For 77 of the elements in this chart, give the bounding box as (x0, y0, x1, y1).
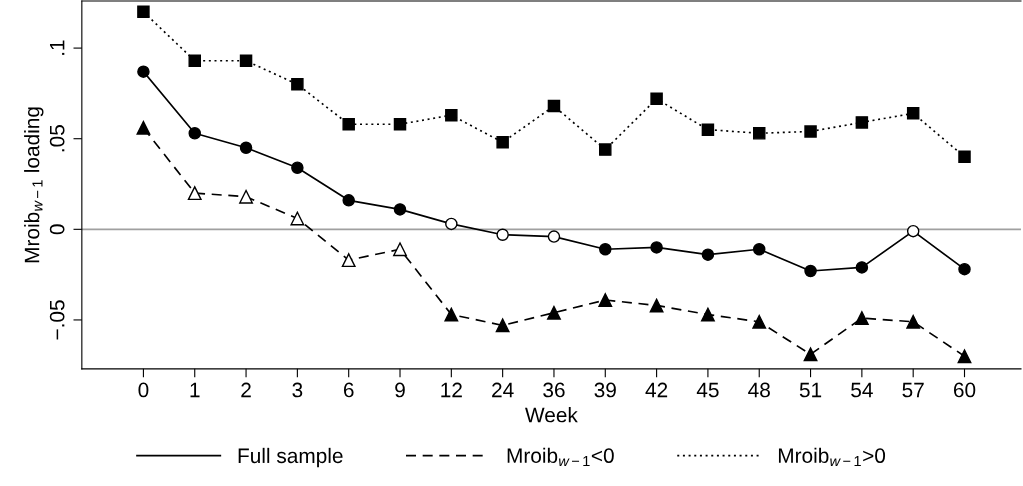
point (290, 211, 305, 226)
point (906, 314, 921, 329)
point (650, 92, 663, 106)
point (393, 242, 407, 257)
point (598, 293, 613, 307)
point (957, 349, 972, 364)
x-tick-label: 57 (902, 382, 924, 398)
x-tick-label: 1 (190, 382, 200, 398)
point (599, 243, 612, 256)
point (906, 224, 920, 238)
point (958, 150, 971, 164)
point (393, 117, 407, 131)
point (239, 54, 253, 68)
point (752, 127, 766, 140)
point (855, 261, 869, 274)
point (752, 314, 767, 329)
point (547, 305, 561, 320)
point (495, 318, 510, 333)
point (701, 123, 715, 136)
point (188, 127, 201, 140)
point (239, 189, 254, 204)
x-axis-title: Week (525, 407, 578, 423)
point (804, 264, 817, 278)
y-axis-title: Mroib$_{w−1}$ loading (24, 107, 44, 263)
point (599, 143, 612, 156)
point (342, 117, 355, 131)
point (958, 262, 971, 276)
legend-label: Mroib$_{w−1}$<0 (507, 447, 614, 467)
point (187, 186, 202, 201)
y-tick-label: .05 (49, 125, 65, 152)
point (547, 230, 561, 243)
point (137, 65, 150, 78)
x-tick-label: 54 (851, 382, 873, 398)
legend-label: Full sample (238, 447, 343, 468)
x-tick-label: 39 (594, 382, 616, 398)
x-tick-label: 24 (492, 382, 514, 398)
x-tick-label: 9 (395, 382, 405, 398)
point (700, 307, 715, 322)
point (496, 228, 509, 242)
x-tick-label: 45 (696, 382, 719, 398)
point (137, 5, 150, 19)
x-tick-label: 0 (138, 382, 149, 398)
point (291, 161, 304, 174)
point (650, 241, 663, 254)
point (444, 307, 459, 322)
y-tick-label: .1 (49, 40, 65, 55)
point (239, 141, 253, 155)
point (803, 347, 818, 362)
point (341, 253, 356, 268)
point (291, 78, 304, 91)
x-tick-label: 42 (645, 382, 668, 398)
x-tick-label: 2 (241, 382, 251, 398)
point (906, 107, 920, 120)
point (547, 99, 561, 113)
x-tick-label: 36 (543, 382, 565, 398)
point (496, 136, 509, 149)
x-tick-label: 12 (441, 382, 462, 398)
y-tick-label: −.05 (49, 300, 65, 340)
point (752, 243, 766, 256)
x-tick-label: 60 (953, 382, 976, 398)
x-tick-label: 6 (343, 382, 354, 398)
point (701, 248, 715, 261)
point (855, 116, 869, 129)
x-tick-label: 48 (748, 382, 770, 398)
point (649, 298, 664, 313)
point (393, 203, 407, 216)
y-tick-label: 0 (49, 224, 65, 235)
point (854, 311, 869, 326)
x-tick-label: 51 (799, 382, 822, 398)
point (445, 217, 458, 231)
x-tick-label: 3 (292, 382, 303, 398)
point (445, 108, 458, 122)
point (136, 120, 151, 135)
legend-label: Mroib$_{w−1}$>0 (778, 447, 886, 467)
point (188, 54, 201, 68)
point (342, 194, 355, 207)
point (804, 125, 817, 138)
